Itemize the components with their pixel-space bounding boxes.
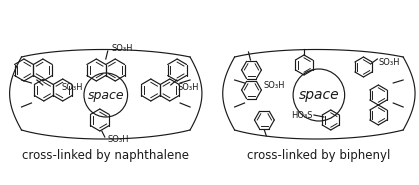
Text: cross-linked by biphenyl: cross-linked by biphenyl <box>247 149 391 162</box>
Text: space: space <box>88 88 124 102</box>
Text: HO₃S: HO₃S <box>291 110 313 120</box>
Text: cross-linked by naphthalene: cross-linked by naphthalene <box>22 149 189 162</box>
Text: SO₃H: SO₃H <box>61 83 83 92</box>
Text: SO₃H: SO₃H <box>264 80 285 90</box>
Text: SO₃H: SO₃H <box>178 83 199 92</box>
Text: SO₃H: SO₃H <box>108 134 129 144</box>
Text: SO₃H: SO₃H <box>378 58 400 66</box>
Text: space: space <box>299 88 339 102</box>
Text: SO₃H: SO₃H <box>112 43 133 53</box>
